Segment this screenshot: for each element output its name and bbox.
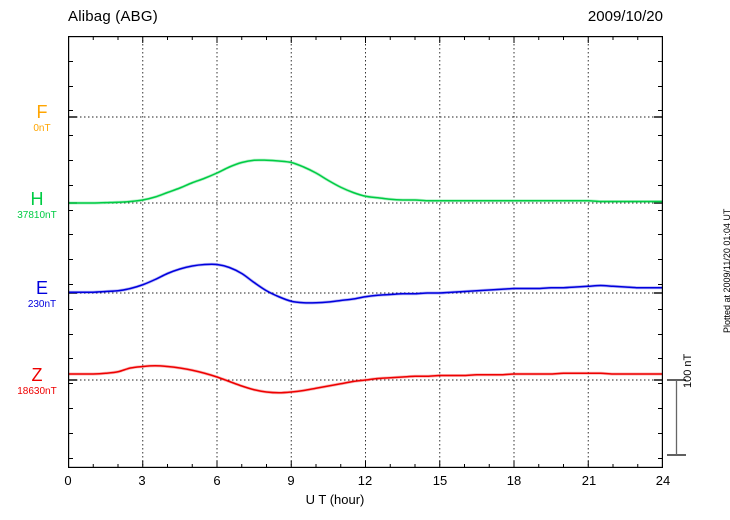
plotted-timestamp: Plotted at 2009/11/20 01:04 UT [722,208,730,333]
trace-e [68,262,663,305]
xaxis-title-text: U T (hour) [305,492,365,507]
grid-layer [142,36,589,468]
xtick-label-24: 24 [655,473,671,488]
xaxis-title: U T (hour) [0,492,730,507]
xtick-label-15: 15 [432,473,448,488]
xtick-label-3: 3 [138,473,146,488]
component-label-f: F 0nT [18,103,66,134]
xtick-label-6: 6 [213,473,221,488]
component-value-f: 0nT [33,123,51,134]
component-value-h: 37810nT [17,210,57,221]
component-label-h: H 37810nT [6,190,68,221]
component-value-e: 230nT [27,299,57,310]
component-letter-f: F [36,102,48,122]
page-title: Alibag (ABG) [68,8,158,25]
scalebar-label: 100 nT [682,353,694,388]
component-label-e: E 230nT [16,279,68,310]
component-letter-z: Z [31,365,43,385]
component-letter-h: H [30,189,44,209]
plot-frame [68,36,663,468]
plot-svg [68,36,663,468]
xtick-label-9: 9 [287,473,295,488]
trace-h [68,158,663,205]
xtick-label-0: 0 [64,473,72,488]
component-value-z: 18630nT [17,386,57,397]
xtick-label-12: 12 [357,473,373,488]
scalebar [667,379,686,456]
trace-layer [68,158,663,395]
component-letter-e: E [35,278,48,298]
component-label-z: Z 18630nT [6,366,68,397]
observation-date: 2009/10/20 [587,8,663,25]
xtick-label-21: 21 [581,473,597,488]
magnetogram-plot [68,36,663,468]
trace-z [68,364,663,395]
xtick-label-18: 18 [506,473,522,488]
